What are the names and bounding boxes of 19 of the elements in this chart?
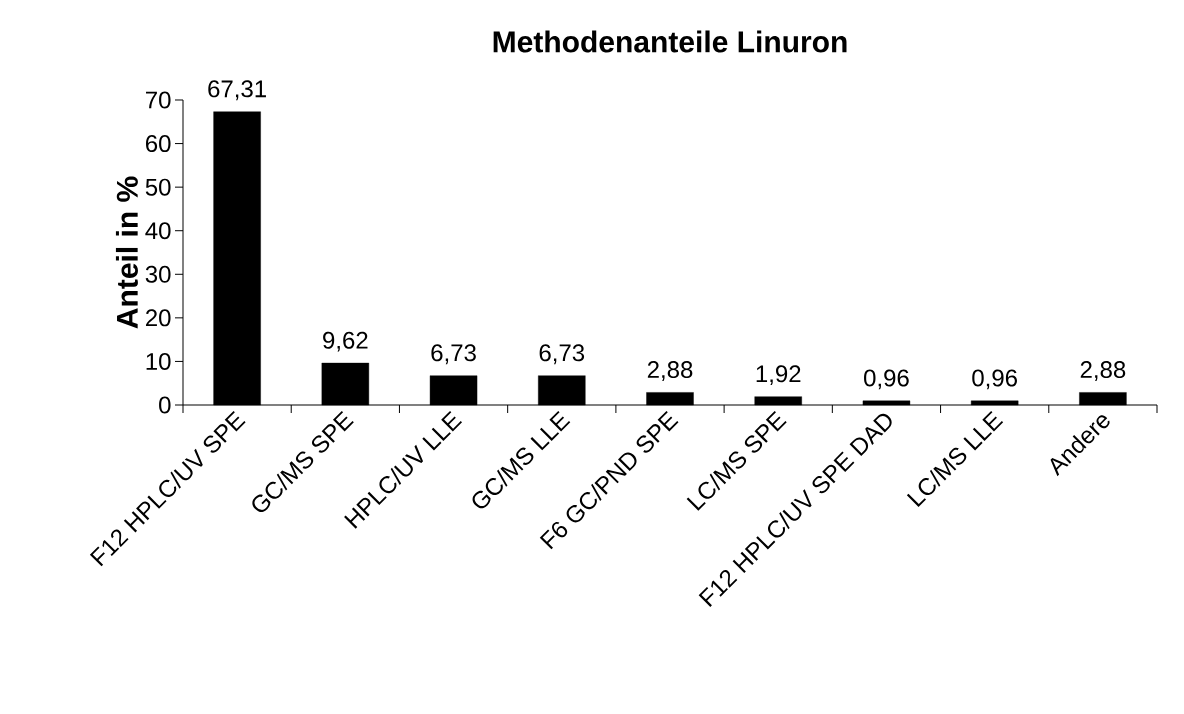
data-label: 9,62: [323, 331, 368, 352]
y-tick-label: 10: [146, 352, 171, 370]
y-tick-label: 70: [146, 91, 171, 109]
chart-title: Methodenanteile Linuron: [493, 30, 847, 53]
y-axis-title: Anteil in %: [115, 176, 138, 329]
data-label: 6,73: [431, 344, 476, 365]
y-tick-label: 0: [159, 396, 171, 414]
data-label: 0,96: [972, 369, 1017, 390]
y-tick-label: 20: [145, 309, 171, 327]
data-label: 67,31: [208, 80, 266, 101]
y-tick-label: 60: [146, 135, 171, 153]
data-label: 2,88: [647, 361, 693, 381]
data-label: 1,92: [756, 365, 801, 386]
y-tick-label: 40: [145, 222, 171, 240]
data-label: 2,88: [1080, 361, 1126, 381]
y-tick-label: 30: [145, 265, 171, 283]
y-tick-label: 50: [145, 178, 171, 196]
data-label: 0,96: [864, 369, 909, 390]
data-label: 6,73: [539, 344, 585, 365]
